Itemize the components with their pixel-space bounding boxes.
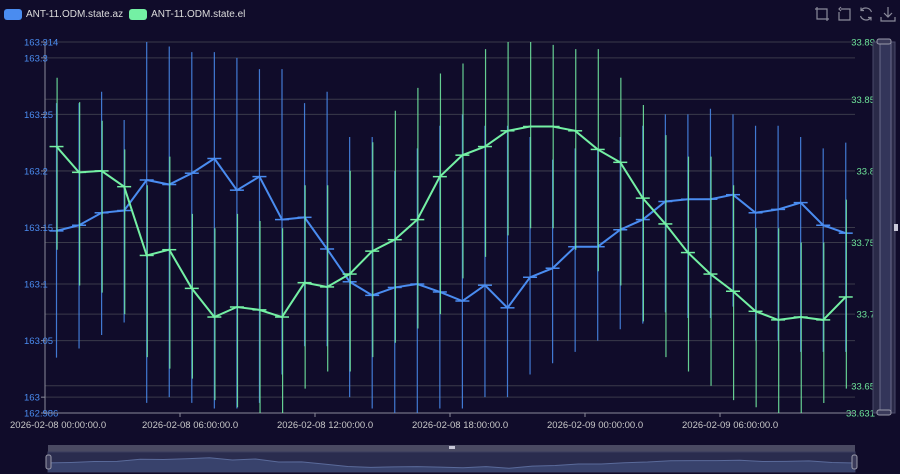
vertical-datazoom[interactable]: [872, 38, 898, 416]
zoom-icon[interactable]: [814, 6, 830, 22]
x-tick-label: 2026-02-08 00:00:00.0: [10, 420, 106, 431]
y-left-tick-label: 163: [24, 393, 40, 404]
y-right-tick-label: 33.89: [851, 38, 875, 49]
legend-item-el[interactable]: ANT-11.ODM.state.el: [129, 9, 245, 20]
y-left-tick-label: 162.986: [24, 409, 58, 420]
vertical-datazoom-handle-bottom[interactable]: [876, 409, 892, 416]
series-line: [56, 157, 847, 310]
y-left-tick-label: 163.3: [24, 53, 48, 64]
y-axis-left: 163.314 163.3 163.25 163.2 163.15 163.1 163.05…: [24, 38, 58, 420]
series-line: [55, 125, 847, 321]
y-right-tick-label: 33.75: [851, 238, 875, 249]
y-right-tick-label: 33.65: [851, 381, 875, 392]
zoom-reset-icon[interactable]: [836, 6, 852, 22]
x-tick-label: 2026-02-08 06:00:00.0: [142, 420, 238, 431]
x-axis: 2026-02-08 00:00:00.0 2026-02-08 06:00:00…: [10, 412, 855, 431]
y-left-tick-label: 163.15: [24, 223, 53, 234]
x-tick-label: 2026-02-09 06:00:00.0: [682, 420, 778, 431]
horizontal-datazoom[interactable]: [45, 445, 858, 473]
toolbox: [814, 6, 896, 22]
legend-swatch-el: [129, 9, 148, 20]
y-right-tick-label: 33.7: [857, 310, 876, 321]
download-icon[interactable]: [880, 6, 896, 22]
y-right-tick-label: 33.631: [846, 409, 875, 420]
series-el[interactable]: [49, 42, 853, 413]
y-right-tick-label: 33.85: [851, 95, 875, 106]
y-right-tick-label: 33.8: [857, 166, 876, 177]
vertical-datazoom-grip-icon[interactable]: [894, 224, 898, 231]
y-left-tick-label: 163.05: [24, 336, 53, 347]
y-left-tick-label: 163.1: [24, 280, 48, 291]
legend-label-el: ANT-11.ODM.state.el: [151, 9, 246, 20]
y-left-tick-label: 163.2: [24, 166, 48, 177]
horizontal-datazoom-handle-right[interactable]: [851, 454, 858, 470]
grid-lines: [45, 41, 855, 414]
x-tick-label: 2026-02-09 00:00:00.0: [547, 420, 643, 431]
horizontal-datazoom-grip-icon[interactable]: [449, 446, 455, 449]
legend-item-az[interactable]: ANT-11.ODM.state.az: [4, 9, 123, 20]
x-tick-label: 2026-02-08 18:00:00.0: [412, 420, 508, 431]
y-left-tick-label: 163.25: [24, 110, 53, 121]
x-tick-label: 2026-02-08 12:00:00.0: [277, 420, 373, 431]
legend: ANT-11.ODM.state.az ANT-11.ODM.state.el: [4, 9, 245, 20]
horizontal-datazoom-handle-left[interactable]: [45, 454, 52, 470]
y-left-tick-label: 163.314: [24, 38, 58, 49]
legend-label-az: ANT-11.ODM.state.az: [26, 9, 124, 20]
restore-icon[interactable]: [858, 6, 874, 22]
legend-swatch-az: [4, 9, 22, 20]
y-axis-right: 33.89 33.85 33.8 33.75 33.7 33.65 33.631: [846, 38, 875, 420]
vertical-datazoom-handle-top[interactable]: [876, 38, 892, 45]
